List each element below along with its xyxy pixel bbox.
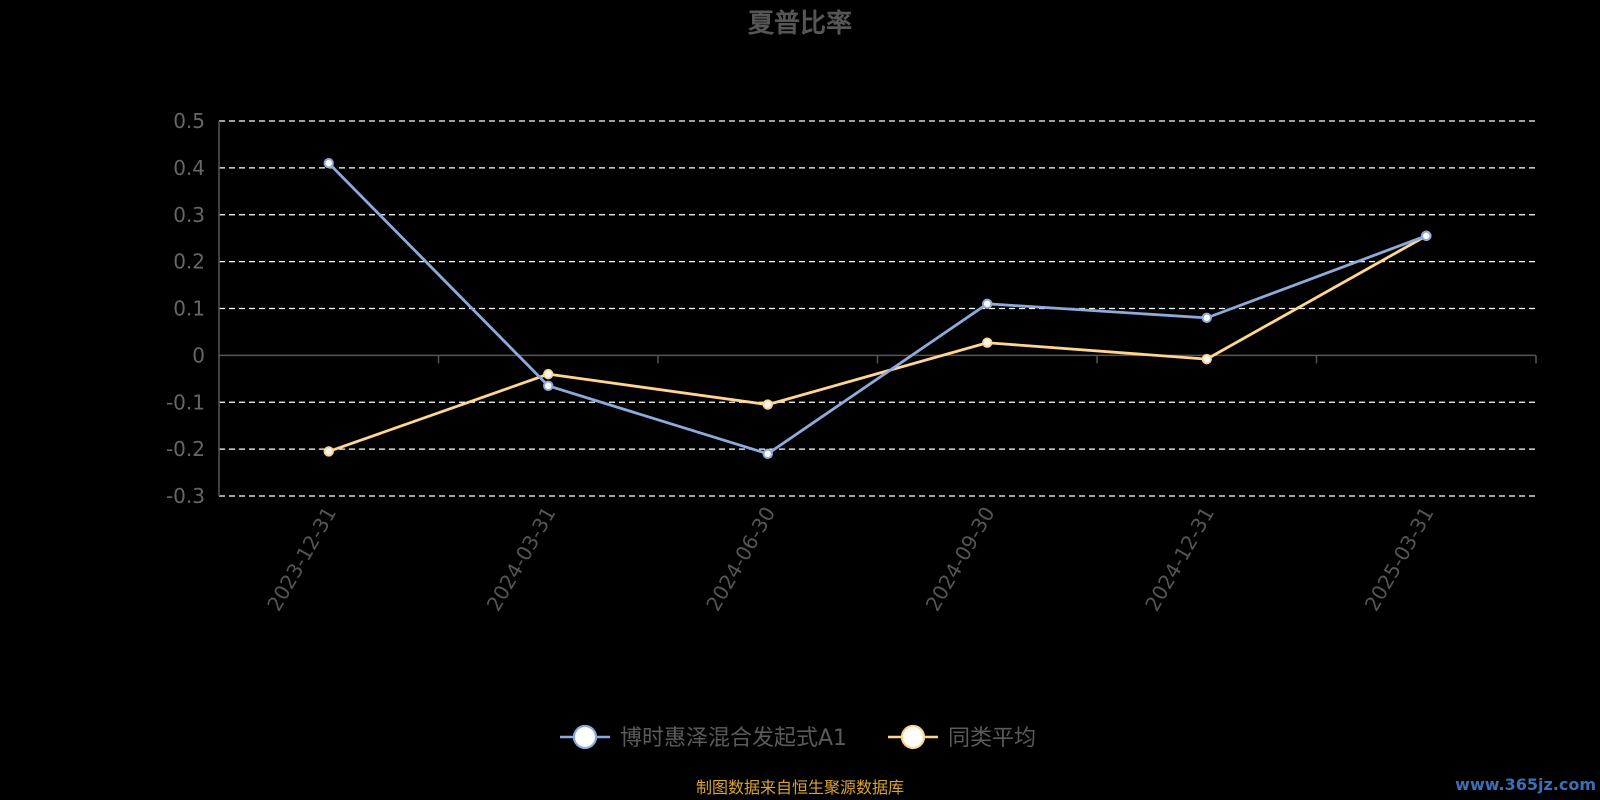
legend[interactable]: 博时惠泽混合发起式A1 同类平均 [560, 724, 1036, 751]
x-tick-label: 2025-03-31 [1360, 503, 1439, 616]
x-tick-label: 2024-12-31 [1140, 503, 1219, 616]
data-point [1201, 353, 1212, 365]
legend-item-1[interactable]: 同类平均 [888, 724, 1036, 751]
series-line-0 [327, 162, 1427, 456]
data-source-note: 制图数据来自恒生聚源数据库 [696, 778, 904, 797]
watermark: www.365jz.com [1455, 775, 1596, 794]
x-tick-label: 2024-03-31 [482, 503, 561, 616]
legend-marker-icon [572, 724, 598, 750]
legend-item-0[interactable]: 博时惠泽混合发起式A1 [560, 724, 847, 751]
data-point [762, 399, 773, 410]
data-point [323, 157, 334, 169]
grid-lines [219, 120, 1536, 497]
x-tick-label: 2023-12-31 [262, 503, 341, 616]
y-tick-label: 0.4 [173, 156, 205, 180]
legend-marker-icon [900, 724, 926, 750]
data-point [982, 298, 993, 310]
data-point [1201, 312, 1212, 324]
y-tick-label: -0.2 [166, 437, 205, 461]
y-tick-label: 0.5 [173, 109, 205, 133]
y-axis-ticks: 0.5 0.4 0.3 0.2 0.1 0 -0.1 -0.2 -0.3 [166, 109, 205, 508]
y-tick-label: 0.3 [173, 203, 205, 227]
data-point [543, 380, 554, 392]
y-tick-label: -0.1 [166, 390, 205, 414]
data-point [762, 448, 773, 460]
legend-label: 博时惠泽混合发起式A1 [620, 726, 847, 751]
data-point [543, 368, 554, 380]
series-line-1 [328, 234, 1427, 453]
y-tick-label: 0 [192, 343, 205, 367]
x-axis-ticks: 2023-12-31 2024-03-31 2024-06-30 2024-09-30… [262, 503, 1438, 616]
legend-label: 同类平均 [948, 726, 1036, 751]
x-tick-label: 2024-06-30 [701, 503, 780, 616]
data-point [323, 446, 334, 457]
data-point [982, 337, 993, 348]
y-tick-label: 0.2 [173, 250, 205, 274]
data-point [1421, 230, 1432, 242]
axes [218, 121, 1537, 496]
series-lines [323, 157, 1432, 460]
y-tick-label: 0.1 [173, 297, 205, 321]
x-tick-label: 2024-09-30 [921, 503, 1000, 616]
chart-title: 夏普比率 [748, 8, 852, 39]
y-tick-label: -0.3 [166, 484, 205, 508]
